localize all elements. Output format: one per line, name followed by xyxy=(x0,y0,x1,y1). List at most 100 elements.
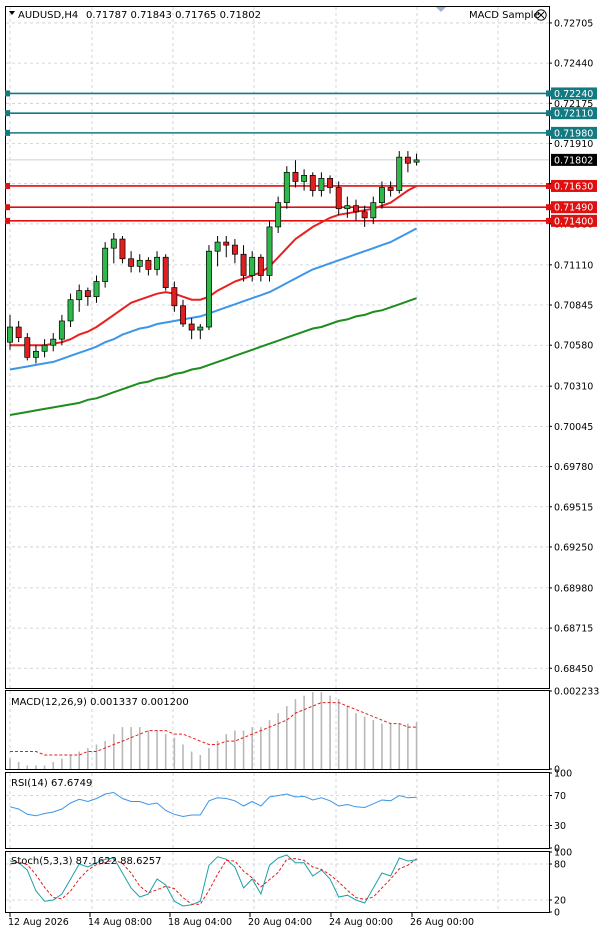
level-price-label: 0.71630 xyxy=(554,181,593,192)
candle-body xyxy=(84,290,91,298)
symbol-label: AUDUSD,H4 xyxy=(18,10,78,21)
candle-body xyxy=(32,350,39,358)
level-handle xyxy=(546,110,551,117)
candle xyxy=(396,151,403,194)
y-tick-label: 0.71110 xyxy=(554,260,593,271)
candle-body xyxy=(110,238,117,249)
candle xyxy=(387,181,394,197)
candle xyxy=(136,254,143,273)
candle xyxy=(84,287,91,306)
candle-body xyxy=(15,326,22,338)
candle-body xyxy=(283,171,290,204)
y-tick-label: 0.68715 xyxy=(554,624,593,635)
candle xyxy=(171,281,178,312)
candle-body xyxy=(7,326,13,343)
candle-body xyxy=(206,250,212,328)
candle-body xyxy=(240,253,247,276)
x-tick-label: 26 Aug 00:00 xyxy=(410,917,474,928)
candle-body xyxy=(353,205,359,213)
y-tick-label: 100 xyxy=(554,848,572,859)
candle-body xyxy=(162,256,169,288)
candle xyxy=(404,151,411,173)
y-tick-label: 0.72705 xyxy=(554,18,593,29)
candle-body xyxy=(275,202,282,228)
level-price-tag xyxy=(551,179,597,192)
candle xyxy=(353,199,359,221)
macd-signal-line xyxy=(10,702,417,756)
level-price-tag xyxy=(551,126,597,139)
x-tick-label: 20 Aug 04:00 xyxy=(248,917,312,928)
candle-body xyxy=(102,247,109,282)
horizontal-levels[interactable] xyxy=(5,90,551,224)
level-handle xyxy=(546,204,551,211)
candle-body xyxy=(257,256,264,276)
candle xyxy=(223,236,230,258)
expert-smiley-icon[interactable] xyxy=(535,9,547,21)
candle xyxy=(301,169,308,191)
candle xyxy=(318,172,325,197)
candle-body xyxy=(24,337,31,358)
candle xyxy=(154,251,160,276)
candle xyxy=(240,245,247,282)
candles xyxy=(7,151,420,364)
level-handle xyxy=(546,182,551,189)
candle xyxy=(93,275,100,303)
candle-body xyxy=(188,323,195,331)
level-handle xyxy=(546,217,551,224)
x-tick-label: 12 Aug 2026 xyxy=(8,917,69,928)
candle xyxy=(370,196,377,224)
candle xyxy=(7,314,13,350)
stochastic-pane xyxy=(9,854,417,907)
candle-body xyxy=(128,258,135,267)
candle-body xyxy=(292,171,299,182)
y-tick-label: 0.70580 xyxy=(554,341,593,352)
time-axis: 12 Aug 2026 14 Aug 08:00 18 Aug 04:00 20 Au… xyxy=(8,913,474,928)
candle xyxy=(188,317,195,340)
level-price-tag xyxy=(551,107,597,120)
moving-average-line xyxy=(9,227,418,371)
macd-title: MACD(12,26,9) 0.001337 0.001200 xyxy=(11,697,189,708)
level-handle xyxy=(5,90,10,97)
candle xyxy=(197,323,204,340)
candle-body xyxy=(223,241,230,246)
y-tick-label: 30 xyxy=(554,821,566,832)
candle-body xyxy=(327,178,334,188)
candle xyxy=(110,232,117,264)
level-handle xyxy=(5,182,10,189)
candle-body xyxy=(180,305,186,325)
candle xyxy=(67,293,74,328)
candle xyxy=(292,160,299,188)
rsi-title: RSI(14) 67.6749 xyxy=(11,778,92,789)
current-price-label: 0.71802 xyxy=(554,155,593,166)
candle xyxy=(413,153,420,166)
candle xyxy=(162,254,169,291)
candle-body xyxy=(76,290,83,301)
moving-average-lines xyxy=(9,185,418,416)
candle-body xyxy=(41,344,48,352)
y-tick-label: 0.70045 xyxy=(554,422,593,433)
moving-average-line xyxy=(10,185,418,347)
symbol-dropdown-icon[interactable] xyxy=(9,11,15,15)
chart-header: AUDUSD,H4 0.71787 0.71843 0.71765 0.7180… xyxy=(9,7,547,21)
candle xyxy=(327,175,334,194)
y-tick-label: 0.69250 xyxy=(554,542,593,553)
candle xyxy=(275,196,282,233)
macd-pane xyxy=(9,692,418,769)
candle-body xyxy=(136,259,143,267)
y-tick-label: 0.68450 xyxy=(554,664,593,675)
candle xyxy=(50,333,57,352)
candle xyxy=(266,220,273,282)
candle xyxy=(180,299,186,328)
candle xyxy=(231,239,238,264)
y-tick-label: 0.69780 xyxy=(554,462,593,473)
candle xyxy=(32,345,39,364)
candle xyxy=(41,339,48,358)
candle xyxy=(119,236,126,264)
candle xyxy=(361,205,368,227)
y-tick-label: 0.68980 xyxy=(554,583,593,594)
candle-body xyxy=(154,256,160,270)
candle xyxy=(249,251,256,282)
candle-body xyxy=(379,187,385,204)
shift-marker-icon[interactable] xyxy=(436,7,446,12)
